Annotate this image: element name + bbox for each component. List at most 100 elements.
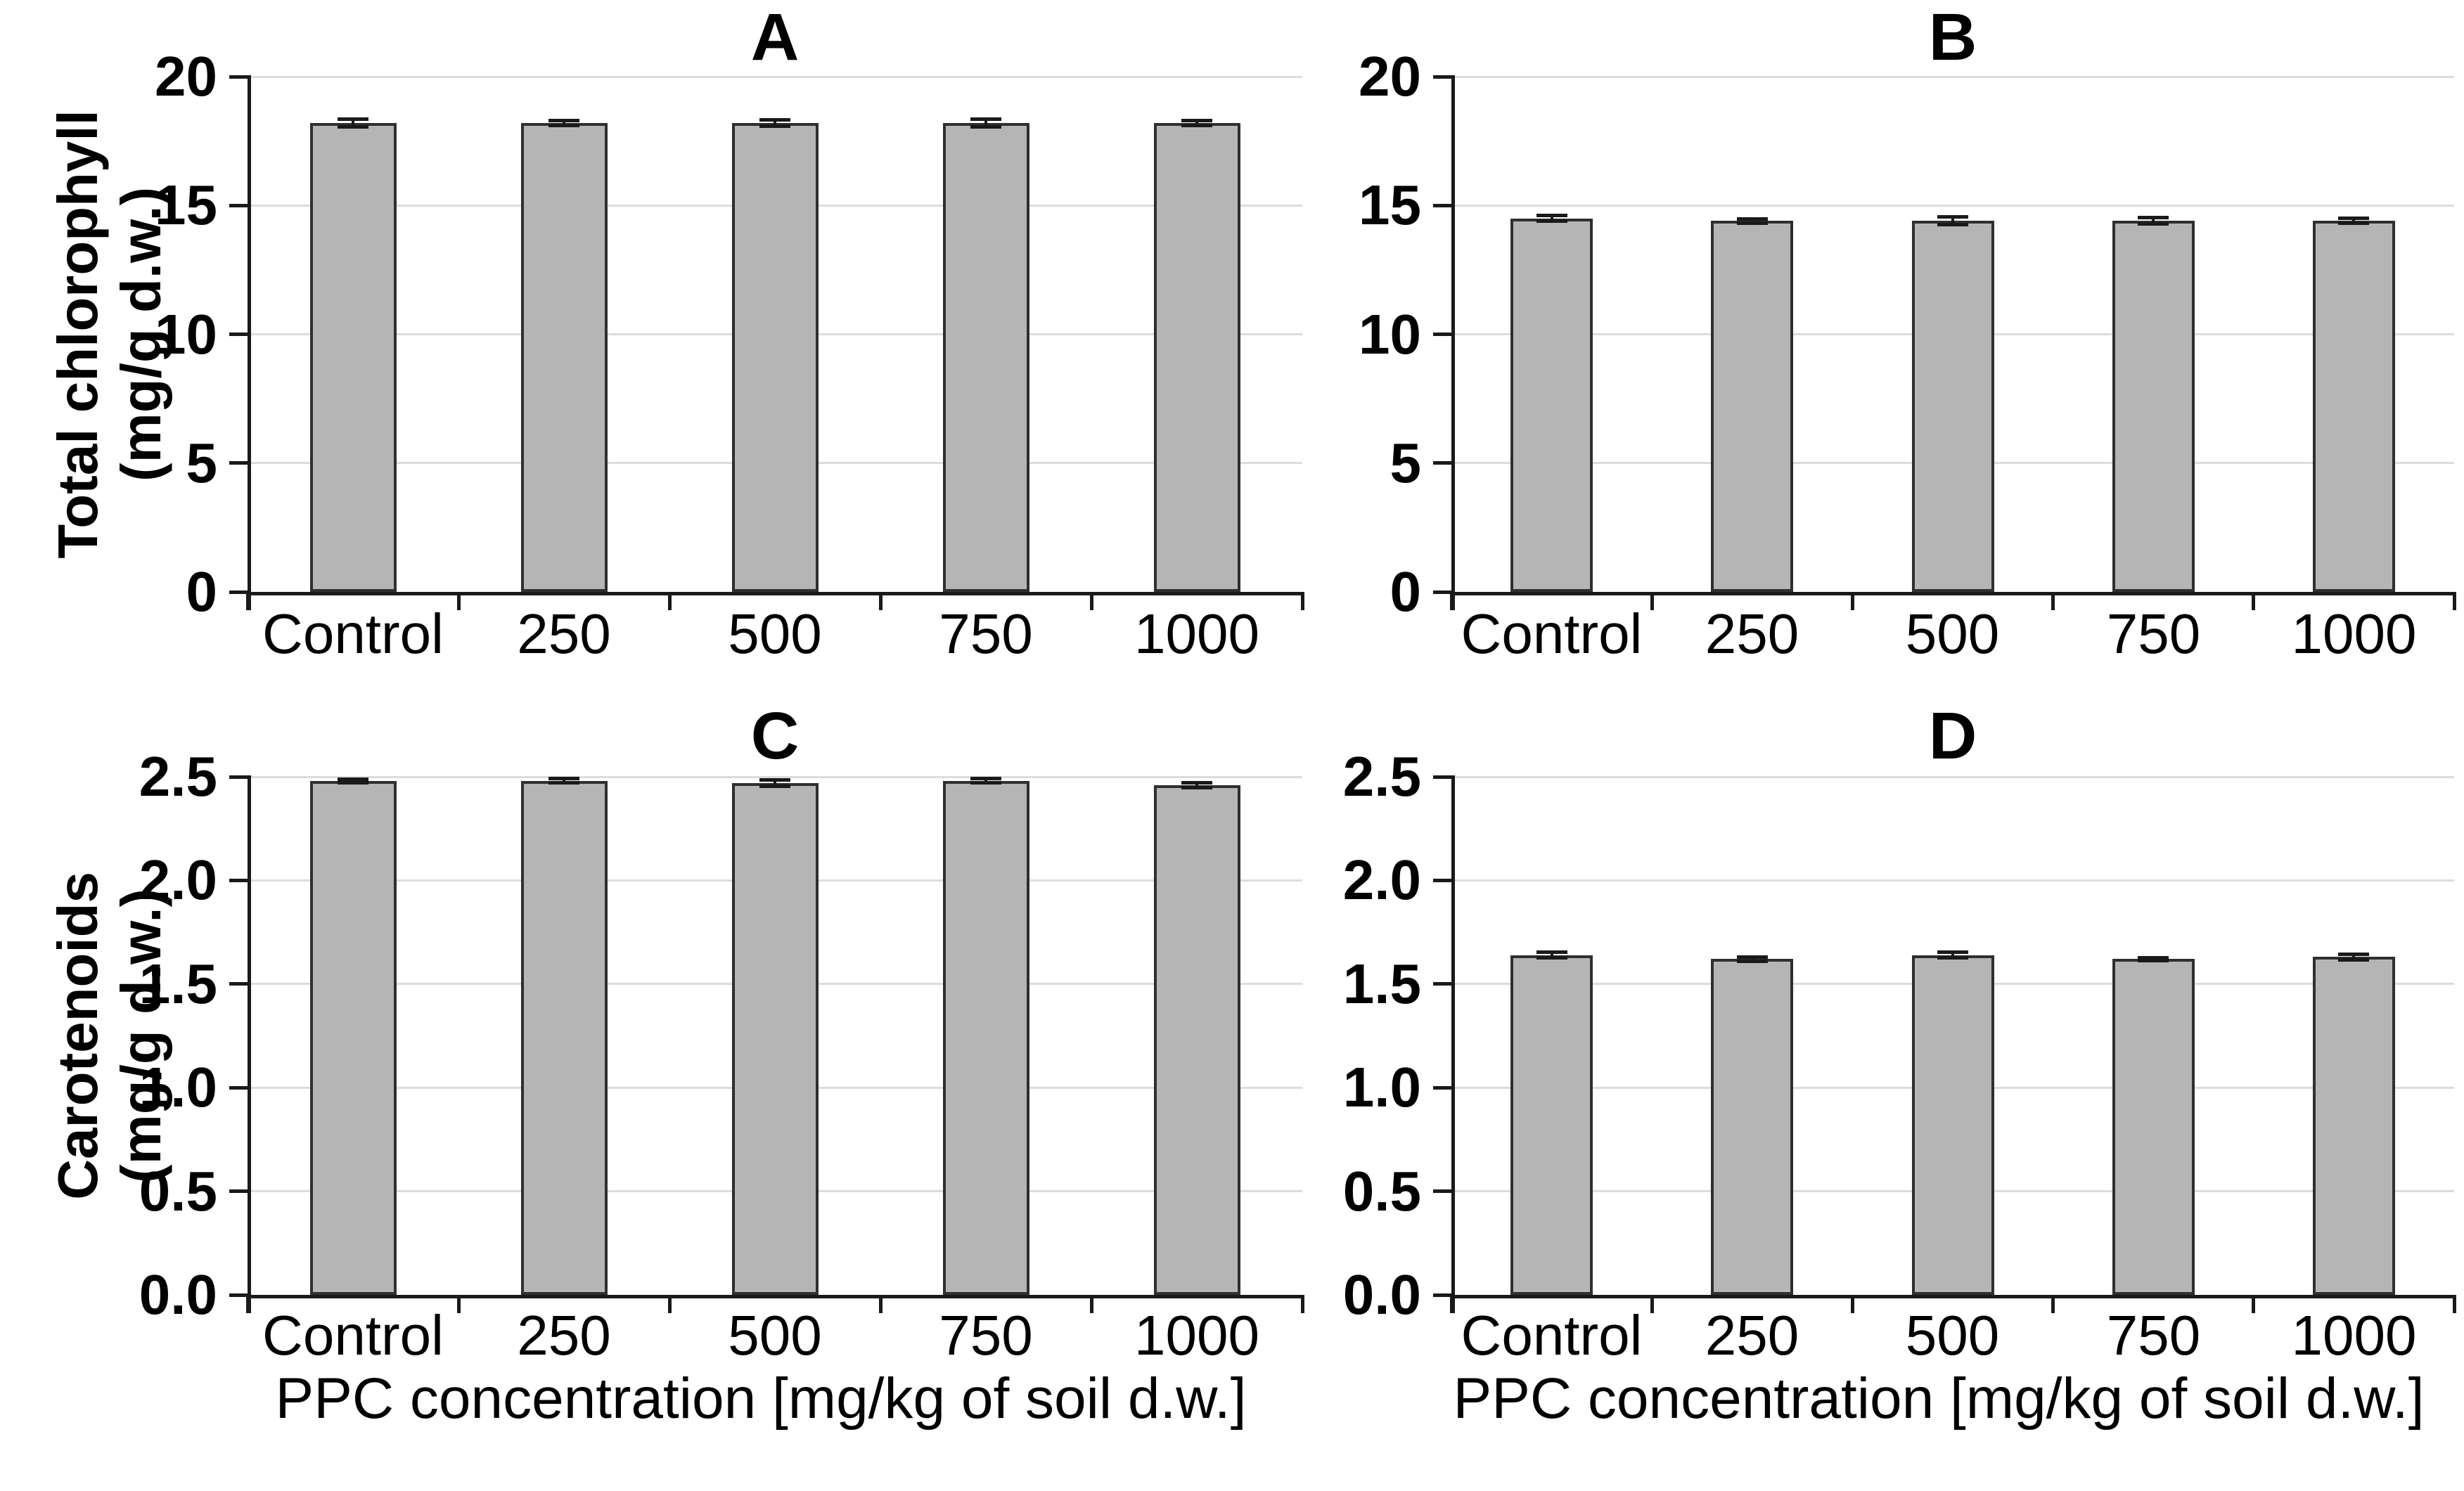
gridline-y20 xyxy=(251,76,1302,78)
error-bar-line xyxy=(984,119,987,127)
error-bar-cap-top xyxy=(548,119,579,122)
y-tick-mark xyxy=(1433,333,1451,336)
x-tick-mark xyxy=(2252,592,2255,610)
gridline-y15 xyxy=(1455,205,2454,207)
x-tick-mark xyxy=(2252,1295,2255,1313)
error-bar-cap-top xyxy=(759,778,790,782)
x-tick-mark xyxy=(457,1295,461,1313)
error-bar-cap-top xyxy=(2138,956,2169,960)
error-bar-cap-top xyxy=(1536,950,1567,954)
x-tick-mark xyxy=(879,592,883,610)
error-bar-cap-top xyxy=(970,117,1001,121)
bar-c-control xyxy=(310,781,397,1295)
x-axis-line xyxy=(1451,592,2454,595)
y-axis-line xyxy=(248,75,251,610)
x-tick-label-control: Control xyxy=(1461,602,1643,665)
y-tick-label: 2.0 xyxy=(1342,848,1421,911)
y-axis-title-line1: Carotenoids xyxy=(46,872,109,1200)
error-bar-cap-bottom xyxy=(759,785,790,788)
error-bar-line xyxy=(1195,782,1198,787)
error-bar-line xyxy=(1751,957,1754,961)
bar-b-1000 xyxy=(2313,221,2395,592)
error-bar-line xyxy=(774,120,776,127)
error-bar-cap-bottom xyxy=(759,124,790,128)
bar-d-250 xyxy=(1711,959,1793,1295)
y-tick-label: 0 xyxy=(1390,560,1422,623)
error-bar-line xyxy=(1751,219,1754,223)
bar-c-500 xyxy=(732,783,819,1295)
y-tick-mark xyxy=(229,879,248,882)
y-tick-mark xyxy=(1433,590,1451,594)
y-tick-mark xyxy=(229,775,248,779)
x-tick-label-250: 250 xyxy=(517,1304,611,1367)
error-bar-line xyxy=(2352,955,2355,960)
bar-b-control xyxy=(1510,219,1593,592)
x-tick-mark xyxy=(1650,592,1654,610)
x-tick-label-250: 250 xyxy=(1705,602,1799,665)
y-tick-mark xyxy=(1433,1086,1451,1090)
x-tick-label-500: 500 xyxy=(1905,602,2000,665)
y-tick-mark xyxy=(1433,879,1451,882)
error-bar-cap-top xyxy=(970,777,1001,780)
x-tick-mark xyxy=(2051,1295,2055,1313)
x-tick-label-500: 500 xyxy=(728,1304,822,1367)
y-tick-mark xyxy=(1433,75,1451,79)
y-tick-label: 1.5 xyxy=(139,953,217,1015)
y-tick-label: 2.5 xyxy=(139,745,217,808)
y-tick-label: 1.0 xyxy=(139,1056,217,1118)
x-tick-label-750: 750 xyxy=(2106,1304,2201,1367)
bar-d-control xyxy=(1510,955,1593,1295)
error-bar-line xyxy=(774,780,776,786)
error-bar-cap-top xyxy=(1181,781,1212,785)
bar-b-500 xyxy=(1912,221,1994,592)
gridline-y2 xyxy=(1455,879,2454,882)
y-tick-label: 10 xyxy=(1359,303,1421,366)
x-tick-mark xyxy=(668,592,672,610)
error-bar-cap-bottom xyxy=(2338,221,2369,225)
error-bar-cap-bottom xyxy=(338,125,368,129)
y-tick-label: 20 xyxy=(155,45,217,108)
x-tick-mark xyxy=(1090,592,1093,610)
bar-d-750 xyxy=(2112,959,2195,1295)
y-tick-label: 5 xyxy=(186,432,218,494)
x-tick-label-control: Control xyxy=(1461,1304,1643,1367)
error-bar-cap-top xyxy=(1737,217,1768,221)
x-tick-mark xyxy=(1851,1295,1854,1313)
error-bar-cap-bottom xyxy=(1937,223,1968,226)
x-tick-mark xyxy=(246,1295,250,1313)
x-tick-label-1000: 1000 xyxy=(2291,602,2417,665)
y-tick-mark xyxy=(229,1086,248,1090)
error-bar-cap-bottom xyxy=(2338,958,2369,962)
error-bar-cap-bottom xyxy=(1181,786,1212,789)
y-tick-label: 15 xyxy=(1359,174,1421,236)
error-bar-cap-top xyxy=(2138,216,2169,219)
y-axis-title-line2: (mg/g d.w.) xyxy=(110,888,172,1184)
x-tick-mark xyxy=(246,592,250,610)
panel-title-a: A xyxy=(750,0,800,75)
x-tick-label-500: 500 xyxy=(728,602,822,665)
y-tick-mark xyxy=(1433,204,1451,207)
y-tick-label: 1.5 xyxy=(1342,953,1421,1015)
x-tick-mark xyxy=(1450,592,1454,610)
error-bar-cap-top xyxy=(2338,217,2369,220)
bar-a-250 xyxy=(521,123,608,592)
x-tick-label-750: 750 xyxy=(2106,602,2201,665)
bar-b-750 xyxy=(2112,221,2195,592)
y-tick-label: 0.5 xyxy=(1342,1160,1421,1222)
x-tick-mark xyxy=(457,592,461,610)
bar-d-500 xyxy=(1912,955,1994,1295)
error-bar-cap-bottom xyxy=(1937,956,1968,960)
error-bar-cap-top xyxy=(1937,215,1968,219)
error-bar-cap-bottom xyxy=(970,125,1001,129)
x-tick-label-1000: 1000 xyxy=(1134,1304,1259,1367)
y-tick-mark xyxy=(229,590,248,594)
x-tick-mark xyxy=(2453,1295,2456,1313)
y-tick-label: 2.5 xyxy=(1342,745,1421,808)
bar-c-250 xyxy=(521,781,608,1295)
y-axis-line xyxy=(248,775,251,1313)
error-bar-line xyxy=(1951,952,1954,958)
error-bar-cap-top xyxy=(1937,950,1968,954)
x-tick-label-1000: 1000 xyxy=(1134,602,1259,665)
bar-a-1000 xyxy=(1154,123,1240,592)
bar-b-250 xyxy=(1711,221,1793,592)
